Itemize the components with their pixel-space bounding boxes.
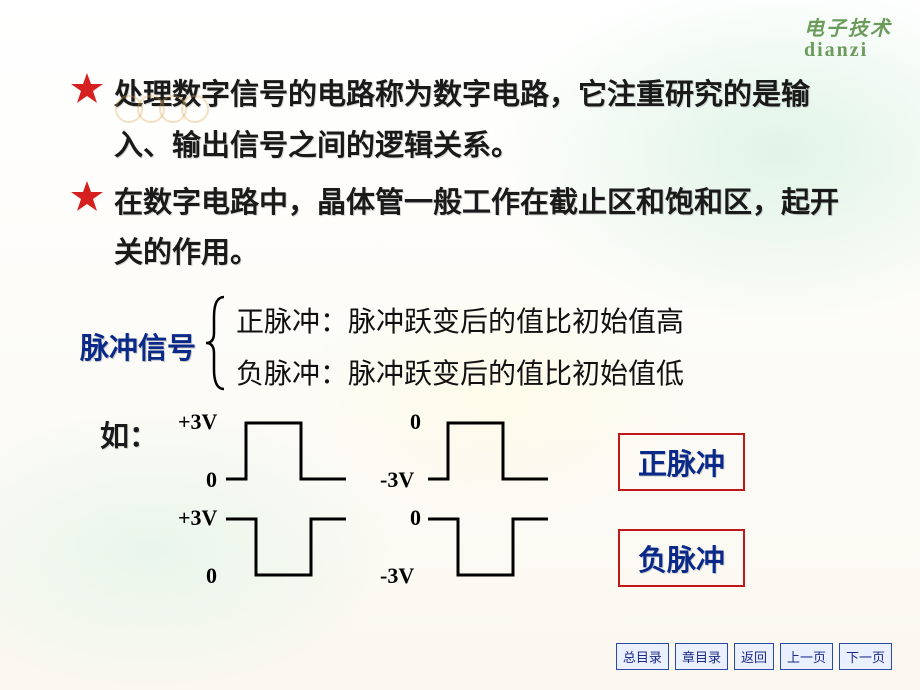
bullet-1-text: 处理数字信号的电路称为数字电路，它注重研究的是输入、输出信号之间的逻辑关系。 — [114, 70, 850, 172]
waveform-neg-2: 0 -3V — [388, 507, 598, 597]
navigation-bar: 总目录 章目录 返回 上一页 下一页 — [616, 643, 892, 670]
negative-pulse-def: 负脉冲：脉冲跃变后的值比初始值低 — [236, 349, 684, 401]
logo-en-text: dianzi — [804, 39, 892, 62]
wave-high-label: 0 — [410, 505, 421, 531]
logo-cn-text: 电子技术 — [804, 12, 892, 41]
pulse-definitions: 正脉冲：脉冲跃变后的值比初始值高 负脉冲：脉冲跃变后的值比初始值低 — [236, 297, 684, 401]
example-section: 如： +3V 0 0 -3V 正脉冲 — [100, 411, 850, 597]
wave-low-label: -3V — [380, 467, 414, 493]
decorative-circles — [115, 95, 203, 123]
wave-high-label: +3V — [178, 409, 217, 435]
logo: 电子技术 dianzi — [804, 12, 892, 62]
nav-prev-button[interactable]: 上一页 — [780, 643, 833, 670]
nav-main-toc-button[interactable]: 总目录 — [616, 643, 669, 670]
waveform-pos-2: 0 -3V — [388, 411, 598, 501]
badge-text: 正脉冲 — [618, 433, 745, 491]
wave-low-label: 0 — [206, 467, 217, 493]
pulse-signal-label: 脉冲信号 — [80, 325, 196, 367]
wave-high-label: +3V — [178, 505, 217, 531]
negative-pulse-badge: 负脉冲 — [618, 529, 745, 587]
pulse-signal-definition: 脉冲信号 正脉冲：脉冲跃变后的值比初始值高 负脉冲：脉冲跃变后的值比初始值低 — [70, 297, 850, 401]
waveform-pos-1: +3V 0 — [178, 411, 388, 501]
positive-pulse-badge: 正脉冲 — [618, 433, 745, 491]
bullet-2: 在数字电路中，晶体管一般工作在截止区和饱和区，起开关的作用。 — [70, 178, 850, 280]
slide-content: 处理数字信号的电路称为数字电路，它注重研究的是输入、输出信号之间的逻辑关系。 在… — [0, 0, 920, 597]
wave-low-label: -3V — [380, 563, 414, 589]
waveform-diagrams: +3V 0 0 -3V 正脉冲 — [178, 411, 818, 597]
waveform-row-positive: +3V 0 0 -3V 正脉冲 — [178, 411, 818, 501]
positive-pulse-def: 正脉冲：脉冲跃变后的值比初始值高 — [236, 297, 684, 349]
waveform-neg-1: +3V 0 — [178, 507, 388, 597]
wave-high-label: 0 — [410, 409, 421, 435]
nav-next-button[interactable]: 下一页 — [839, 643, 892, 670]
wave-low-label: 0 — [206, 563, 217, 589]
brace-icon — [204, 293, 230, 398]
waveform-row-negative: +3V 0 0 -3V 负脉冲 — [178, 507, 818, 597]
star-icon — [70, 180, 104, 214]
bullet-2-text: 在数字电路中，晶体管一般工作在截止区和饱和区，起开关的作用。 — [114, 178, 850, 280]
nav-back-button[interactable]: 返回 — [734, 643, 774, 670]
nav-chapter-toc-button[interactable]: 章目录 — [675, 643, 728, 670]
example-label: 如： — [100, 413, 158, 455]
star-icon — [70, 72, 104, 106]
badge-text: 负脉冲 — [618, 529, 745, 587]
